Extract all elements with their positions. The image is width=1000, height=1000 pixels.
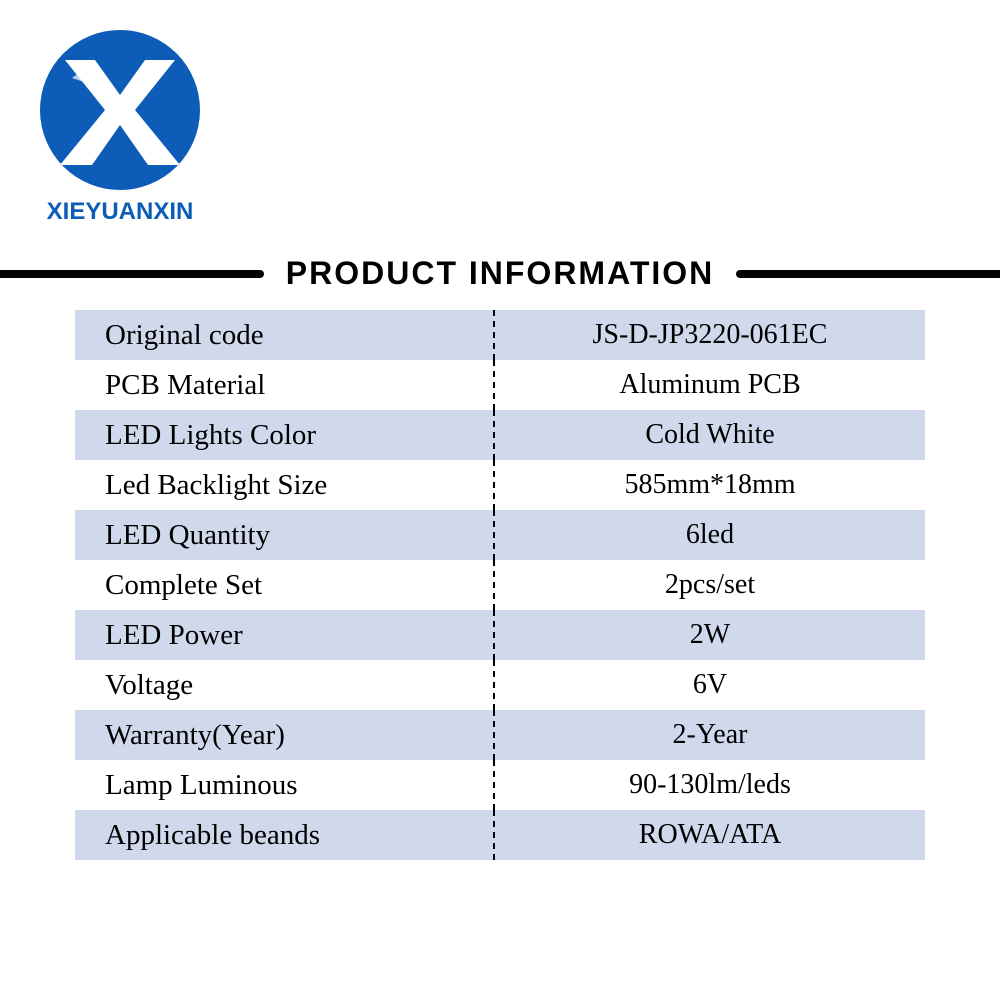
spec-label: LED Lights Color <box>75 410 495 460</box>
section-title: PRODUCT INFORMATION <box>274 255 726 292</box>
brand-name: XIEYUANXIN <box>40 198 200 226</box>
spec-value: 6led <box>495 519 925 551</box>
table-row: PCB Material Aluminum PCB <box>75 360 925 410</box>
spec-value: 2W <box>495 619 925 651</box>
spec-label: LED Power <box>75 610 495 660</box>
table-row: Warranty(Year) 2-Year <box>75 710 925 760</box>
table-row: LED Quantity 6led <box>75 510 925 560</box>
header-line-right <box>736 270 1000 278</box>
spec-value: 2-Year <box>495 719 925 751</box>
table-row: Led Backlight Size 585mm*18mm <box>75 460 925 510</box>
logo-area: XIEYUANXIN <box>40 30 200 226</box>
spec-value: ROWA/ATA <box>495 819 925 851</box>
spec-label: Complete Set <box>75 560 495 610</box>
spec-value: 2pcs/set <box>495 569 925 601</box>
spec-label: Applicable beands <box>75 810 495 860</box>
spec-value: Aluminum PCB <box>495 369 925 401</box>
spec-table: Original code JS-D-JP3220-061EC PCB Mate… <box>75 310 925 860</box>
spec-label: Lamp Luminous <box>75 760 495 810</box>
logo-circle <box>40 30 200 190</box>
table-row: Complete Set 2pcs/set <box>75 560 925 610</box>
spec-label: Voltage <box>75 660 495 710</box>
spec-value: 6V <box>495 669 925 701</box>
table-row: Applicable beands ROWA/ATA <box>75 810 925 860</box>
logo-x-icon <box>40 30 200 190</box>
spec-label: Led Backlight Size <box>75 460 495 510</box>
spec-value: JS-D-JP3220-061EC <box>495 319 925 351</box>
spec-label: Original code <box>75 310 495 360</box>
table-row: Voltage 6V <box>75 660 925 710</box>
header-line-left <box>0 270 264 278</box>
spec-label: Warranty(Year) <box>75 710 495 760</box>
spec-value: 585mm*18mm <box>495 469 925 501</box>
table-row: Lamp Luminous 90-130lm/leds <box>75 760 925 810</box>
spec-label: LED Quantity <box>75 510 495 560</box>
section-header: PRODUCT INFORMATION <box>0 255 1000 292</box>
table-row: Original code JS-D-JP3220-061EC <box>75 310 925 360</box>
table-row: LED Power 2W <box>75 610 925 660</box>
spec-label: PCB Material <box>75 360 495 410</box>
spec-value: Cold White <box>495 419 925 451</box>
table-row: LED Lights Color Cold White <box>75 410 925 460</box>
spec-value: 90-130lm/leds <box>495 769 925 801</box>
